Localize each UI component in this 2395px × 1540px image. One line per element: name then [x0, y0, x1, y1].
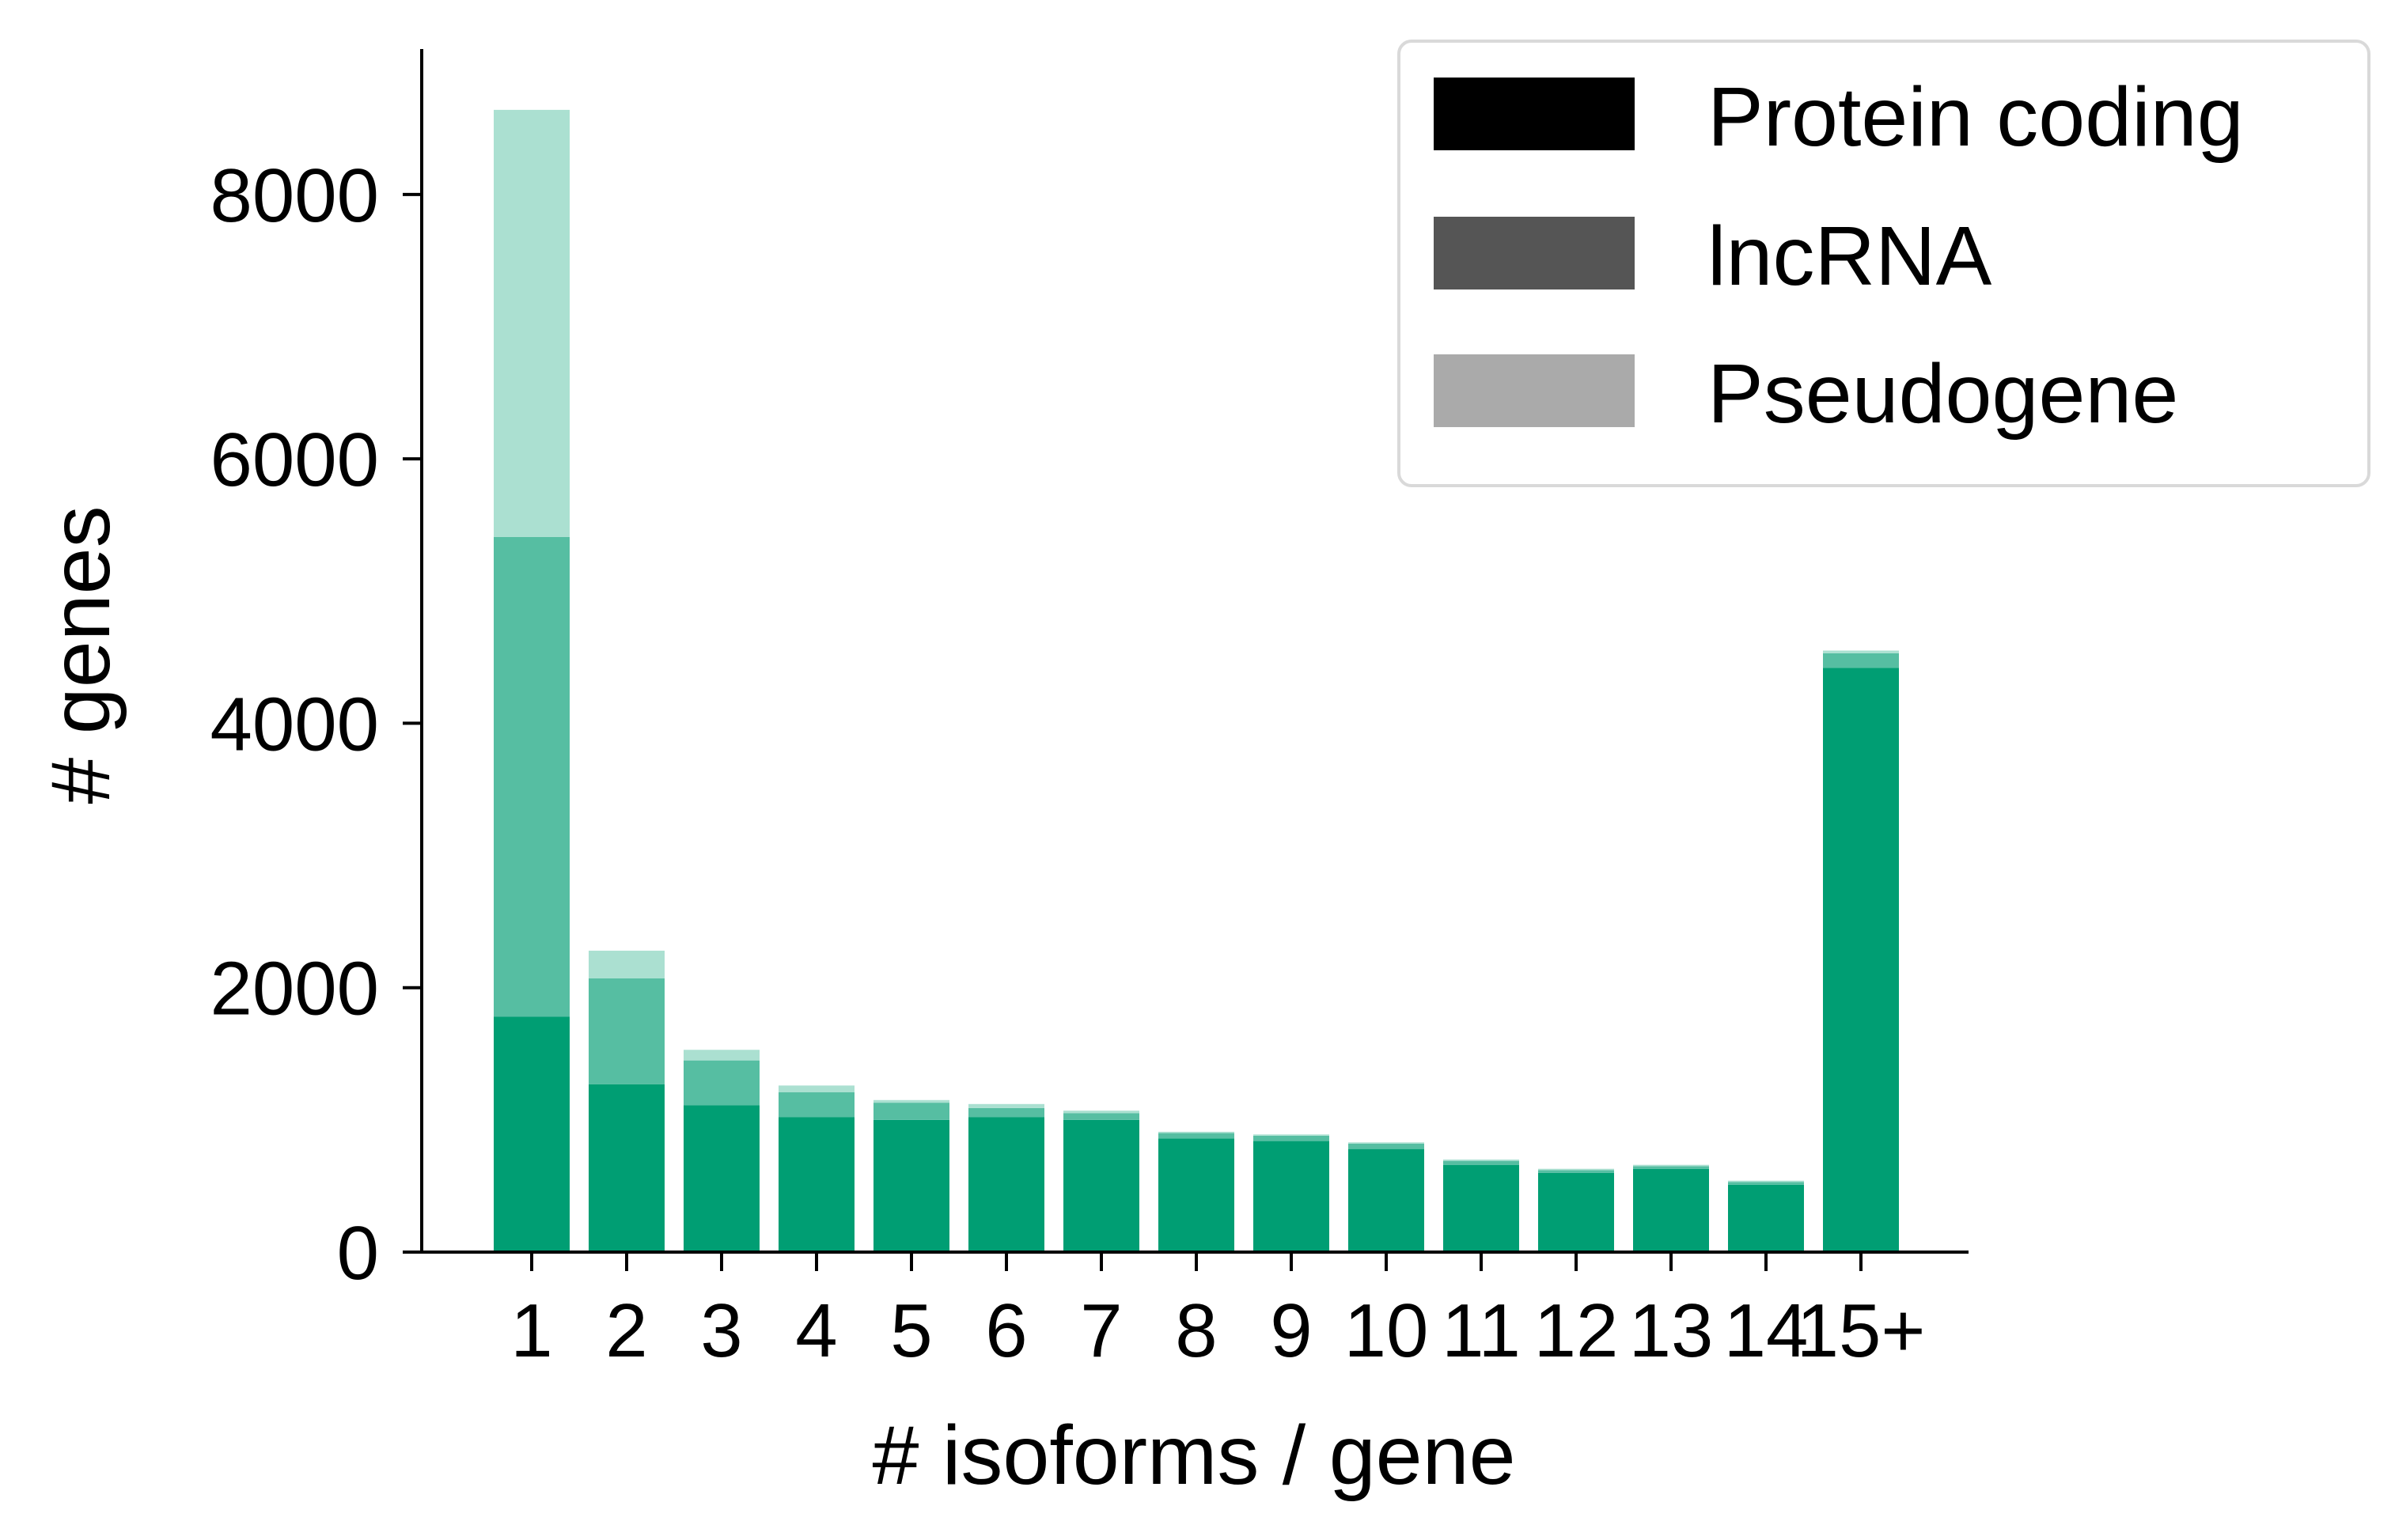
bar-protein-coding-7 — [1063, 1119, 1139, 1252]
bar-lncrna-6 — [968, 1107, 1044, 1118]
y-tick-label-4000: 4000 — [210, 682, 379, 766]
x-tick-label-11: 11 — [1442, 1288, 1521, 1373]
bar-lncrna-7 — [1063, 1113, 1139, 1120]
bar-pseudogene-7 — [1063, 1111, 1139, 1114]
bar-lncrna-3 — [684, 1060, 760, 1106]
bar-lncrna-11 — [1443, 1160, 1519, 1165]
bar-lncrna-15 — [1823, 653, 1899, 668]
bar-protein-coding-13 — [1633, 1168, 1709, 1252]
bar-lncrna-9 — [1253, 1135, 1329, 1141]
bar-pseudogene-13 — [1633, 1164, 1709, 1167]
x-tick-label-3: 3 — [700, 1288, 742, 1373]
bar-protein-coding-6 — [968, 1117, 1044, 1252]
y-tick-label-6000: 6000 — [210, 418, 379, 502]
x-tick-label-14: 14 — [1724, 1288, 1809, 1373]
x-tick-label-9: 9 — [1270, 1288, 1312, 1373]
legend-frame — [1397, 40, 2370, 487]
x-tick-label-15: 15+ — [1797, 1288, 1926, 1373]
legend-swatch-pseudogene — [1434, 354, 1635, 427]
x-tick-label-10: 10 — [1344, 1288, 1429, 1373]
y-tick-label-0: 0 — [337, 1211, 379, 1296]
bar-lncrna-1 — [494, 536, 570, 1017]
bars-group — [494, 109, 1899, 1252]
bar-lncrna-8 — [1158, 1133, 1234, 1139]
bar-protein-coding-12 — [1538, 1172, 1614, 1252]
bar-pseudogene-14 — [1728, 1180, 1804, 1182]
bar-pseudogene-4 — [779, 1085, 855, 1092]
bar-protein-coding-9 — [1253, 1141, 1329, 1252]
bar-lncrna-10 — [1348, 1143, 1424, 1149]
legend-swatch-lncrna — [1434, 217, 1635, 289]
x-tick-label-4: 4 — [795, 1288, 837, 1373]
y-tick-label-8000: 8000 — [210, 153, 379, 238]
bar-protein-coding-15 — [1823, 668, 1899, 1252]
x-tick-label-2: 2 — [605, 1288, 647, 1373]
bar-lncrna-4 — [779, 1092, 855, 1118]
x-tick-label-8: 8 — [1175, 1288, 1217, 1373]
bar-lncrna-5 — [873, 1103, 949, 1120]
y-axis-title: # genes — [34, 505, 127, 804]
legend: Protein coding lncRNA Pseudogene — [1397, 40, 2370, 487]
bar-pseudogene-10 — [1348, 1142, 1424, 1144]
bar-pseudogene-2 — [589, 950, 665, 979]
bar-protein-coding-3 — [684, 1105, 760, 1252]
bar-protein-coding-11 — [1443, 1164, 1519, 1252]
bar-lncrna-2 — [589, 978, 665, 1084]
bar-protein-coding-1 — [494, 1016, 570, 1252]
bar-protein-coding-2 — [589, 1084, 665, 1252]
legend-label-pseudogene: Pseudogene — [1707, 347, 2178, 441]
bar-pseudogene-9 — [1253, 1134, 1329, 1136]
bar-pseudogene-8 — [1158, 1131, 1234, 1133]
y-axis: 0 2000 4000 6000 8000 — [210, 49, 423, 1296]
x-tick-label-13: 13 — [1629, 1288, 1714, 1373]
bar-protein-coding-4 — [779, 1117, 855, 1252]
x-axis-title: # isoforms / gene — [872, 1409, 1515, 1502]
bar-pseudogene-3 — [684, 1050, 760, 1061]
bar-lncrna-12 — [1538, 1170, 1614, 1173]
x-tick-label-1: 1 — [510, 1288, 552, 1373]
bar-protein-coding-14 — [1728, 1184, 1804, 1252]
bar-pseudogene-1 — [494, 109, 570, 537]
bar-pseudogene-5 — [873, 1099, 949, 1103]
bar-protein-coding-5 — [873, 1119, 949, 1252]
bar-pseudogene-15 — [1823, 650, 1899, 653]
legend-label-lncrna: lncRNA — [1707, 210, 1992, 303]
bar-protein-coding-10 — [1348, 1148, 1424, 1252]
bar-lncrna-14 — [1728, 1182, 1804, 1185]
y-tick-label-2000: 2000 — [210, 947, 379, 1031]
x-tick-label-12: 12 — [1534, 1288, 1619, 1373]
x-tick-label-7: 7 — [1080, 1288, 1122, 1373]
legend-swatch-protein-coding — [1434, 78, 1635, 150]
bar-protein-coding-8 — [1158, 1138, 1234, 1252]
x-tick-label-5: 5 — [890, 1288, 932, 1373]
bar-pseudogene-11 — [1443, 1160, 1519, 1161]
bar-pseudogene-6 — [968, 1103, 1044, 1108]
legend-label-protein-coding: Protein coding — [1707, 70, 2244, 164]
bar-pseudogene-12 — [1538, 1168, 1614, 1171]
bar-lncrna-13 — [1633, 1166, 1709, 1169]
x-tick-label-6: 6 — [985, 1288, 1027, 1373]
